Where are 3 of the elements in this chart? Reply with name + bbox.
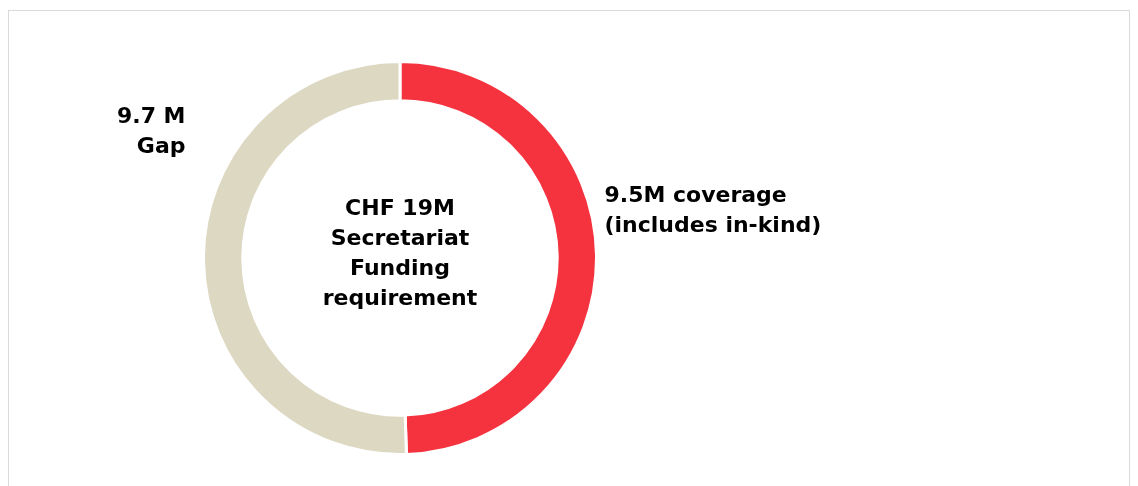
slice-label: 9.7 M Gap xyxy=(116,102,186,161)
slice-label: 9.5M coverage (includes in-kind) xyxy=(604,180,823,239)
text: CHF 19M Secretariat Funding requirement xyxy=(321,194,479,312)
